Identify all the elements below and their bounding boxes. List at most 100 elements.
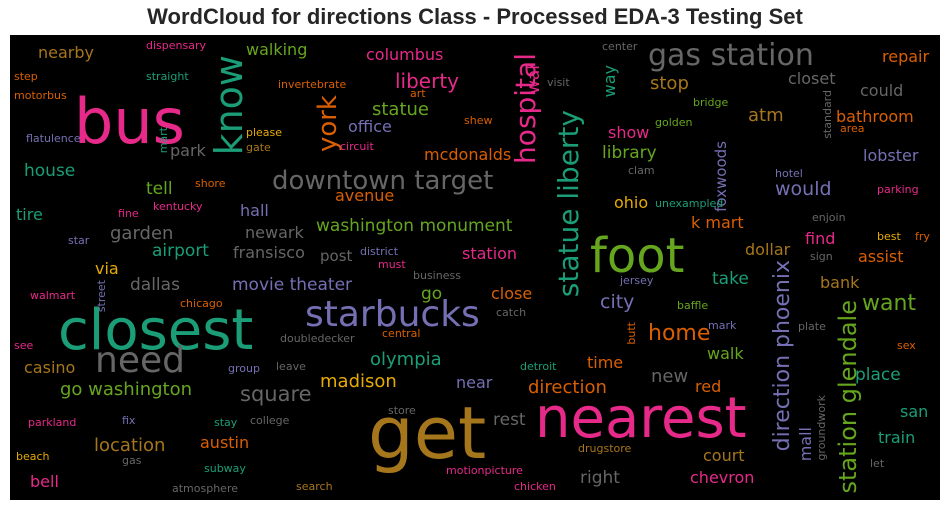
cloud-word: beach [16,450,50,463]
cloud-word: please [246,126,283,139]
cloud-word: hall [240,201,269,220]
cloud-word: walmart [30,289,76,302]
cloud-word: plate [798,320,826,333]
cloud-word: red [695,377,722,396]
cloud-word: park [170,141,206,160]
cloud-word: close [491,284,533,303]
cloud-word: golden [655,116,693,129]
cloud-word: library [602,143,657,163]
cloud-word: motorbus [14,89,67,102]
cloud-word: circuit [340,140,374,153]
cloud-word: home [648,321,711,346]
cloud-word: baffle [677,299,709,312]
cloud-word: would [775,178,832,200]
cloud-word: bridge [693,96,729,109]
cloud-word: stay [214,416,238,429]
cloud-word: train [878,428,916,447]
cloud-word: clam [628,164,655,177]
cloud-word: straight [146,70,189,83]
cloud-word: fine [118,207,139,220]
cloud-word: city [600,291,635,313]
cloud-word: closet [788,69,836,88]
cloud-word: take [712,269,749,289]
cloud-word: chicken [514,480,556,493]
cloud-word: via [95,259,119,278]
cloud-word: ohio [614,193,649,212]
cloud-word: know [207,55,251,156]
cloud-word: gas station [648,38,814,73]
cloud-word: chevron [690,468,755,487]
cloud-word: central [382,327,421,340]
cloud-word: mcdonalds [424,145,512,164]
cloud-word: business [413,269,461,282]
cloud-word: nearest [535,386,747,451]
cloud-word: place [855,365,901,385]
cloud-word: mall [796,427,815,462]
cloud-word: enjoin [812,211,846,224]
cloud-word: parkland [28,416,77,429]
cloud-word: unexampled [655,197,724,210]
cloud-word: go washington [60,379,193,400]
cloud-word: statue liberty [552,110,585,298]
cloud-word: butt [625,322,638,345]
cloud-word: statue [372,99,430,120]
cloud-word: direction [528,377,607,398]
cloud-word: mart [157,127,170,154]
cloud-word: garden [110,223,174,244]
cloud-word: madison [320,371,397,392]
cloud-word: atmosphere [172,482,238,495]
cloud-word: right [580,468,620,488]
cloud-word: kentucky [153,200,203,213]
cloud-word: dispensary [146,39,206,52]
cloud-word: washington monument [316,216,513,236]
cloud-word: college [250,414,290,427]
cloud-word: fix [122,414,136,427]
cloud-word: gate [246,141,271,154]
cloud-word: shore [195,177,226,190]
cloud-word: station glendale [834,300,862,494]
cloud-word: closest [58,298,254,363]
cloud-word: starbucks [305,294,480,335]
cloud-word: doubledecker [280,332,355,345]
cloud-word: center [602,40,638,53]
cloud-word: square [240,382,312,406]
cloud-word: movie theater [232,275,353,295]
cloud-word: hotel [775,167,803,180]
cloud-word: detroit [520,360,557,373]
cloud-word: store [388,404,416,417]
cloud-word: newark [245,223,304,242]
cloud-word: must [378,258,406,271]
cloud-word: flatulence [26,132,81,145]
cloud-word: sex [897,339,916,352]
cloud-word: tell [146,179,173,199]
cloud-word: office [348,117,392,136]
cloud-word: bell [30,472,59,491]
cloud-word: tire [16,205,43,224]
cloud-word: direction phoenix [770,260,795,452]
cloud-word: show [608,123,650,142]
cloud-word: need [95,340,185,381]
cloud-word: go [421,284,443,304]
cloud-word: location [94,435,166,456]
cloud-word: invertebrate [278,78,347,91]
cloud-word: avenue [335,186,395,205]
cloud-word: casino [24,358,76,377]
cloud-word: time [587,353,624,372]
cloud-word: mark [708,319,737,332]
cloud-word: fry [915,230,930,243]
cloud-word: find [805,229,836,248]
cloud-word: k mart [691,213,744,232]
cloud-word: street [95,280,108,313]
cloud-word: liberty [395,69,460,93]
cloud-word: parking [877,183,919,196]
cloud-word: catch [496,306,527,319]
cloud-word: search [296,480,333,493]
cloud-word: station [462,244,518,263]
cloud-word: groundwork [815,395,828,461]
cloud-word: dollar [745,240,791,259]
cloud-word: austin [200,433,250,452]
cloud-word: repair [882,47,930,66]
word-cloud: bus closest get nearest foot gas station starb… [10,35,940,500]
cloud-word: want [862,291,917,316]
cloud-word: standard [821,90,834,139]
